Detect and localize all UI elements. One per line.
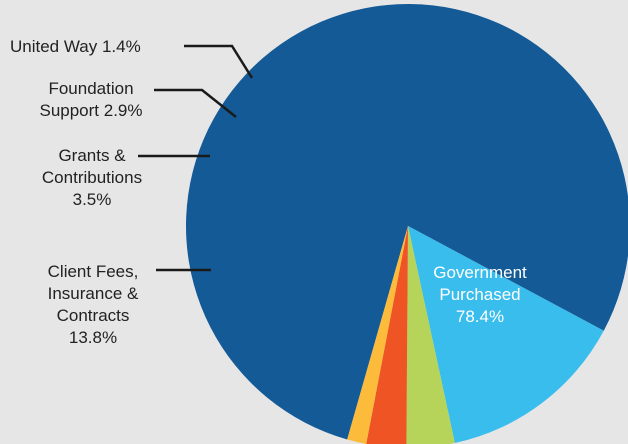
slice-united-way [347,226,408,444]
label-grants-contributions: Grants & Contributions 3.5% [41,146,143,209]
label-foundation-support: Foundation Support 2.9% [39,79,143,120]
leader-united-way [184,44,254,79]
leader-foundation-support [154,88,237,118]
slice-client-fees [408,226,604,443]
slice-government-purchased [186,4,628,440]
label-united-way: United Way 1.4% [10,37,141,56]
label-client-fees: Client Fees, Insurance & Contracts 13.8% [47,262,139,347]
slice-grants-contributions [406,226,455,444]
slice-foundation-support [366,226,408,444]
label-government-purchased: Government Purchased 78.4% [433,263,527,326]
